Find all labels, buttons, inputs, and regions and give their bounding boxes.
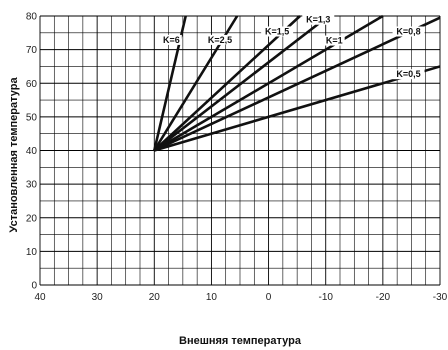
y-tick-label: 70 [26, 45, 38, 56]
y-tick-label: 0 [31, 281, 37, 292]
curve-label: K=6 [163, 35, 180, 45]
y-axis-ticks: 0 10 20 30 40 50 60 70 80 [26, 12, 38, 292]
curve-label-bg [323, 35, 345, 46]
x-tick-label: -20 [376, 292, 391, 303]
x-tick-label: 40 [34, 292, 46, 303]
x-tick-label: 30 [92, 292, 104, 303]
y-tick-label: 10 [26, 247, 38, 258]
y-tick-label: 60 [26, 79, 38, 90]
series-line-2 [153, 15, 301, 152]
series-line-3 [153, 14, 330, 152]
y-tick-label: 80 [26, 12, 38, 23]
curve-label-bg [392, 26, 425, 37]
curve-label-bg [392, 69, 425, 80]
series-line-4 [153, 14, 384, 152]
x-tick-label: 20 [149, 292, 161, 303]
x-tick-label: -10 [318, 292, 333, 303]
curve-label: K=1,5 [265, 26, 289, 36]
series-line-6 [153, 65, 441, 152]
series-line-5 [153, 16, 441, 152]
curve-label: K=0,5 [396, 69, 420, 79]
x-tick-label: 10 [206, 292, 218, 303]
curve-label-bg [204, 34, 236, 45]
curve-label: K=1,3 [306, 15, 330, 25]
x-tick-label: -30 [433, 292, 448, 303]
curve-label-bg [161, 34, 182, 45]
y-axis-title: Установленная температура [8, 77, 20, 233]
curve-label: K=0,8 [396, 26, 420, 36]
x-axis-ticks: 40 30 20 10 0 -10 -20 -30 [34, 292, 447, 303]
curve-label: K=1 [326, 36, 343, 46]
x-tick-label: 0 [266, 292, 272, 303]
y-tick-label: 50 [26, 112, 38, 123]
curve-label-bg [302, 14, 335, 25]
curve-label-bg [261, 26, 294, 37]
curve-label: K=2,5 [208, 35, 232, 45]
y-tick-label: 30 [26, 180, 38, 191]
y-tick-label: 40 [26, 146, 38, 157]
x-axis-title: Внешняя температура [179, 335, 302, 347]
y-tick-label: 20 [26, 213, 38, 224]
curve-labels: K=6 K=2,5 K=1,5 K=1,3 K=1 K=0,8 K=0,5 [161, 14, 425, 80]
